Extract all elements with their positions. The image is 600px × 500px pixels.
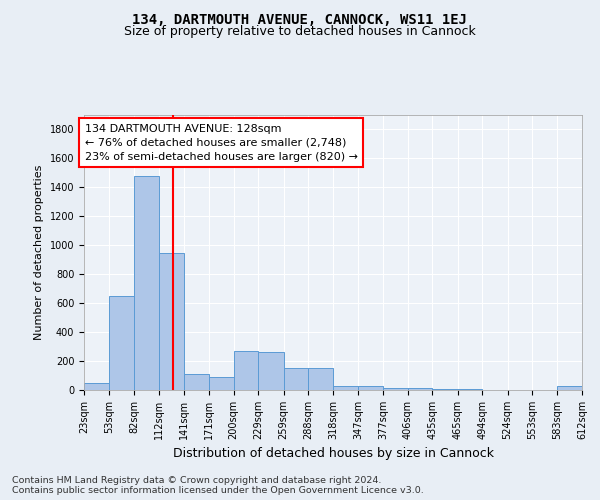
Bar bbox=[358, 386, 383, 390]
Text: Distribution of detached houses by size in Cannock: Distribution of detached houses by size … bbox=[173, 448, 494, 460]
Bar bbox=[408, 388, 433, 390]
Bar bbox=[134, 176, 159, 390]
Bar bbox=[334, 386, 358, 390]
Bar bbox=[258, 352, 284, 390]
Bar bbox=[383, 388, 408, 390]
Text: Contains HM Land Registry data © Crown copyright and database right 2024.
Contai: Contains HM Land Registry data © Crown c… bbox=[12, 476, 424, 495]
Bar bbox=[557, 386, 582, 390]
Bar bbox=[233, 351, 258, 390]
Bar bbox=[284, 368, 308, 390]
Bar bbox=[209, 377, 233, 390]
Bar bbox=[159, 252, 184, 390]
Text: 134 DARTMOUTH AVENUE: 128sqm
← 76% of detached houses are smaller (2,748)
23% of: 134 DARTMOUTH AVENUE: 128sqm ← 76% of de… bbox=[85, 124, 358, 162]
Y-axis label: Number of detached properties: Number of detached properties bbox=[34, 165, 44, 340]
Bar bbox=[84, 383, 109, 390]
Text: Size of property relative to detached houses in Cannock: Size of property relative to detached ho… bbox=[124, 25, 476, 38]
Bar bbox=[184, 374, 209, 390]
Bar bbox=[109, 296, 134, 390]
Bar bbox=[308, 368, 334, 390]
Text: 134, DARTMOUTH AVENUE, CANNOCK, WS11 1EJ: 134, DARTMOUTH AVENUE, CANNOCK, WS11 1EJ bbox=[133, 12, 467, 26]
